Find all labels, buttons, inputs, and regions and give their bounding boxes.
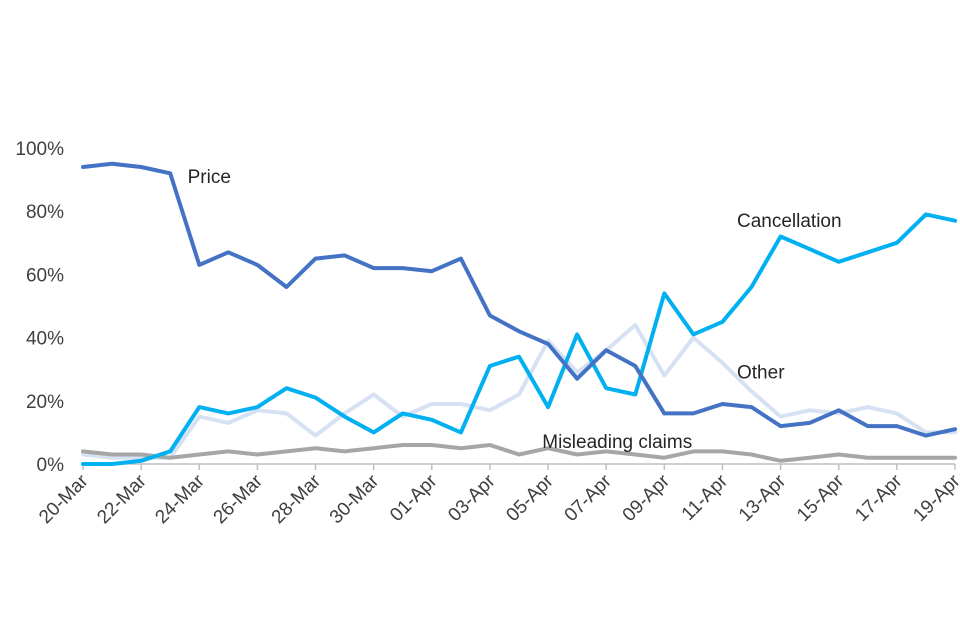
series-label-other: Other [737,363,785,384]
x-tick-label: 03-Apr [444,470,500,526]
x-tick-label: 19-Apr [909,470,960,526]
series-lines [81,161,957,466]
y-tick-label: 100% [15,139,64,160]
y-tick-label: 60% [26,265,64,286]
x-tick-label: 30-Mar [326,470,384,528]
x-tick-label: 28-Mar [268,470,326,528]
x-tick-label: 09-Apr [619,470,675,526]
x-tick-label: 20-Mar [35,470,93,528]
series-line-price [81,161,957,438]
x-tick-label: 24-Mar [151,470,209,528]
x-tick-label: 05-Apr [502,470,558,526]
x-tick-label: 26-Mar [210,470,268,528]
x-tick-label: 11-Apr [678,470,733,525]
x-tick-label: 13-Apr [735,470,791,526]
x-tick-label: 07-Apr [561,470,617,526]
y-tick-label: 0% [37,455,65,476]
y-axis-ticks: 0% 20% 40% 60% 80% 100% [15,139,64,476]
y-tick-label: 80% [26,202,64,223]
series-line-misleading-claims [81,443,957,463]
x-tick-label: 15-Apr [793,470,849,526]
series-label-price: Price [188,167,231,188]
series-label-cancellation: Cancellation [737,211,842,232]
y-tick-label: 20% [26,392,64,413]
series-line-cancellation [81,212,957,466]
series-labels: Price Cancellation Other Misleading claims [188,167,842,453]
series-line-other [81,323,957,460]
x-tick-label: 17-Apr [851,470,907,526]
x-tick-label: 01-Apr [386,470,442,526]
series-label-misleading-claims: Misleading claims [542,432,692,453]
x-axis-ticks: 20-Mar 22-Mar 24-Mar 26-Mar 28-Mar 30-Mar 01-A… [35,464,960,528]
x-tick-label: 22-Mar [93,470,151,528]
y-tick-label: 40% [26,329,64,350]
